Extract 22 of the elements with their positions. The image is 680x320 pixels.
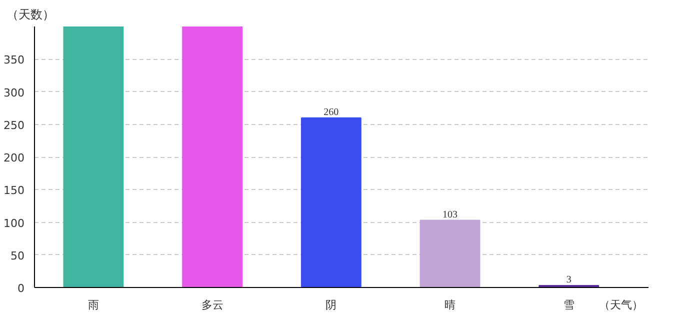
bar [182, 26, 243, 288]
data-label: 260 [324, 106, 339, 118]
y-tick-label: 350 [4, 54, 25, 67]
bar [63, 26, 124, 288]
bar [300, 117, 362, 288]
y-tick-label: 300 [4, 86, 25, 100]
x-tick-label: 多云 [201, 298, 224, 312]
y-tick-label: 200 [4, 152, 25, 164]
y-tick-label: 100 [4, 216, 25, 230]
y-tick-label: 0 [18, 282, 24, 295]
bar [420, 220, 480, 288]
y-tick-label: 50 [10, 249, 25, 262]
x-axis-title: （天气） [599, 298, 644, 312]
x-tick-label: 晴 [444, 298, 456, 312]
data-label: 3 [566, 274, 572, 286]
data-label: 103 [442, 209, 458, 220]
y-axis-title: （天数） [6, 8, 54, 22]
y-tick-label: 250 [4, 118, 25, 132]
x-tick-label: 雨 [88, 298, 99, 312]
x-tick-label: 阴 [326, 298, 337, 312]
x-tick-label: 雪 [563, 298, 574, 312]
y-tick-label: 150 [4, 184, 25, 198]
